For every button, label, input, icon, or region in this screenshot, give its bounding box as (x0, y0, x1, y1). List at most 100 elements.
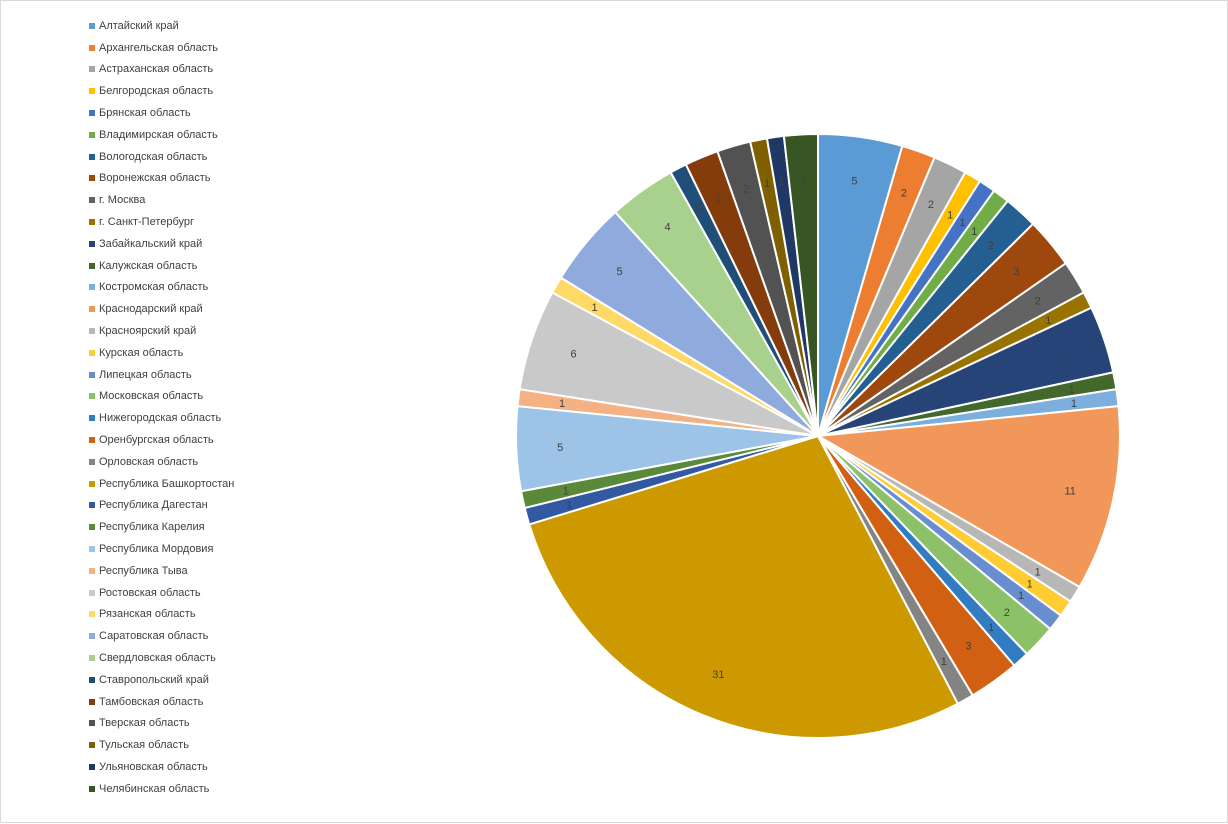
legend-item: Краснодарский край (89, 298, 234, 320)
legend-item: Белгородская область (89, 80, 234, 102)
data-label: 1 (1035, 566, 1041, 578)
legend-swatch (89, 720, 95, 727)
legend-item: Республика Тыва (89, 560, 234, 582)
data-label: 1 (947, 209, 953, 221)
legend-item: Тульская область (89, 734, 234, 756)
legend-label: Владимирская область (99, 128, 218, 141)
data-label: 2 (743, 183, 749, 195)
data-label: 11 (1064, 485, 1075, 497)
legend-item: Республика Карелия (89, 516, 234, 538)
data-label: 1 (988, 622, 994, 634)
legend-item: Нижегородская область (89, 407, 234, 429)
legend-label: Рязанская область (99, 608, 196, 621)
legend-item: Брянская область (89, 102, 234, 124)
legend-label: Республика Башкортостан (99, 477, 235, 490)
data-label: 2 (800, 173, 806, 185)
legend-item: Оренбургская область (89, 429, 234, 451)
data-label: 1 (696, 202, 702, 214)
data-label: 3 (965, 641, 971, 653)
legend-label: Воронежская область (99, 172, 211, 185)
legend-label: Республика Дагестан (99, 499, 208, 512)
legend-item: Свердловская область (89, 647, 234, 669)
chart-legend: Алтайский край Архангельская область Астра… (89, 15, 234, 800)
data-label: 1 (971, 226, 977, 238)
legend-item: Орловская область (89, 451, 234, 473)
data-label: 2 (928, 199, 934, 211)
pie-slice (814, 405, 1121, 589)
legend-label: Тамбовская область (99, 695, 204, 708)
legend-swatch (89, 393, 95, 400)
legend-swatch (89, 66, 95, 73)
legend-swatch (89, 284, 95, 291)
legend-swatch (89, 763, 95, 770)
legend-swatch (89, 219, 95, 226)
legend-item: Липецкая область (89, 364, 234, 386)
legend-label: Саратовская область (99, 630, 209, 643)
legend-swatch (89, 415, 95, 422)
legend-item: Тамбовская область (89, 691, 234, 713)
data-label: 1 (941, 656, 947, 668)
legend-label: Оренбургская область (99, 434, 214, 447)
data-label: 2 (715, 193, 721, 205)
data-label: 5 (851, 176, 857, 188)
legend-label: Краснодарский край (99, 303, 203, 316)
legend-swatch (89, 655, 95, 661)
legend-swatch (89, 110, 95, 117)
legend-swatch (89, 676, 95, 683)
legend-item: Алтайский край (89, 15, 234, 37)
legend-item: Ульяновская область (89, 756, 234, 778)
data-label: 1 (592, 302, 598, 314)
data-label: 1 (779, 176, 785, 188)
legend-item: Рязанская область (89, 604, 234, 626)
legend-item: Ставропольский край (89, 669, 234, 691)
legend-label: Красноярский край (99, 325, 197, 338)
legend-swatch (89, 131, 95, 138)
legend-item: Челябинская область (89, 778, 234, 800)
legend-swatch (89, 197, 95, 204)
data-label: 1 (563, 485, 569, 497)
data-label: 1 (559, 398, 565, 410)
legend-label: Липецкая область (99, 368, 192, 381)
legend-item: Архангельская область (89, 37, 234, 59)
legend-swatch (89, 698, 95, 705)
legend-label: Ульяновская область (99, 760, 208, 773)
legend-swatch (89, 240, 95, 247)
legend-item: Ростовская область (89, 582, 234, 604)
legend-label: Калужская область (99, 259, 198, 272)
legend-swatch (89, 328, 95, 335)
data-label: 5 (617, 266, 623, 278)
legend-swatch (89, 175, 95, 182)
legend-item: Республика Дагестан (89, 495, 234, 517)
data-label: 2 (901, 188, 907, 200)
data-label: 1 (1069, 384, 1075, 396)
legend-swatch (89, 611, 95, 618)
legend-label: Республика Карелия (99, 521, 205, 534)
legend-swatch (89, 589, 95, 596)
legend-label: Костромская область (99, 281, 209, 294)
pie-slice (527, 434, 960, 739)
legend-label: Свердловская область (99, 652, 216, 664)
legend-item: Курская область (89, 342, 234, 364)
data-label: 1 (566, 500, 572, 512)
legend-item: Астраханская область (89, 59, 234, 81)
legend-swatch (89, 567, 95, 574)
legend-item: Забайкальский край (89, 233, 234, 255)
legend-swatch (89, 524, 95, 531)
data-label: 1 (1071, 398, 1077, 410)
legend-item: Вологодская область (89, 146, 234, 168)
legend-swatch (89, 458, 95, 465)
data-label: 4 (1059, 349, 1065, 361)
legend-swatch (89, 306, 95, 313)
legend-item: г. Москва (89, 189, 234, 211)
legend-label: Ростовская область (99, 586, 201, 599)
legend-label: Курская область (99, 346, 184, 359)
data-label: 2 (1035, 296, 1041, 308)
legend-item: г. Санкт-Петербург (89, 211, 234, 233)
data-label: 4 (664, 221, 670, 233)
legend-item: Калужская область (89, 255, 234, 277)
data-label: 5 (557, 442, 563, 454)
data-label: 1 (1027, 578, 1033, 590)
legend-label: Республика Тыва (99, 564, 188, 577)
legend-swatch (89, 785, 95, 792)
